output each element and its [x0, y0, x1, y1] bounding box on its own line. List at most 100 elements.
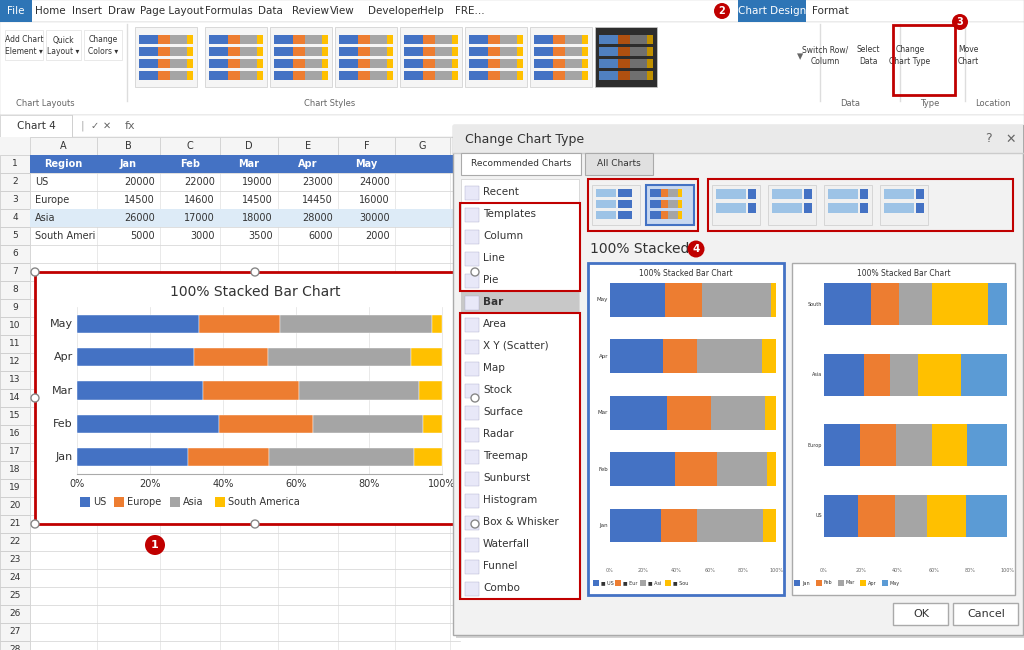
- Text: fx: fx: [125, 121, 135, 131]
- Bar: [675, 452, 718, 486]
- Bar: [517, 71, 523, 80]
- Circle shape: [31, 268, 39, 276]
- Bar: [0, 263, 30, 281]
- Bar: [669, 189, 679, 197]
- Bar: [0, 317, 30, 335]
- Bar: [660, 508, 697, 543]
- Text: 14500: 14500: [243, 195, 273, 205]
- Bar: [665, 580, 671, 586]
- Bar: [465, 208, 479, 222]
- Bar: [763, 508, 776, 543]
- Text: Mar: Mar: [52, 385, 73, 395]
- Text: Jan: Jan: [802, 580, 810, 586]
- Text: 80%: 80%: [965, 567, 976, 573]
- Text: May: May: [890, 580, 900, 586]
- Text: 1: 1: [152, 540, 159, 550]
- Text: 100%: 100%: [1000, 567, 1014, 573]
- Bar: [0, 479, 30, 497]
- Text: 3500: 3500: [249, 231, 273, 241]
- Bar: [77, 315, 199, 333]
- Bar: [932, 283, 988, 325]
- Bar: [0, 353, 30, 371]
- Text: South: South: [808, 302, 822, 307]
- Bar: [0, 22, 1024, 115]
- Text: 60%: 60%: [286, 479, 306, 489]
- Bar: [395, 137, 450, 155]
- Bar: [135, 27, 197, 87]
- Bar: [338, 137, 395, 155]
- Bar: [668, 396, 711, 430]
- Bar: [158, 47, 170, 56]
- Bar: [748, 203, 756, 213]
- Bar: [228, 59, 240, 68]
- Bar: [469, 47, 487, 56]
- Bar: [77, 415, 219, 433]
- Circle shape: [471, 268, 479, 276]
- Text: Add Chart: Add Chart: [5, 36, 43, 44]
- Bar: [35, 272, 475, 524]
- Bar: [968, 424, 1007, 466]
- Bar: [465, 450, 479, 464]
- Text: F: F: [364, 141, 370, 151]
- Text: 8: 8: [12, 285, 17, 294]
- Bar: [610, 452, 675, 486]
- Text: 28000: 28000: [302, 213, 333, 223]
- Text: |: |: [80, 121, 84, 131]
- Bar: [530, 27, 592, 87]
- Bar: [669, 200, 679, 208]
- Bar: [453, 125, 1023, 635]
- Bar: [618, 211, 632, 219]
- Bar: [257, 35, 263, 44]
- Bar: [712, 185, 760, 225]
- Text: 40%: 40%: [212, 479, 233, 489]
- Text: 24: 24: [9, 573, 20, 582]
- Bar: [188, 448, 269, 467]
- Text: Asia: Asia: [35, 213, 55, 223]
- Bar: [0, 497, 30, 515]
- Text: Map: Map: [483, 363, 505, 373]
- Text: Chart Design: Chart Design: [738, 6, 806, 16]
- Text: Apr: Apr: [868, 580, 877, 586]
- Bar: [387, 47, 393, 56]
- Bar: [824, 283, 871, 325]
- Bar: [469, 71, 487, 80]
- Bar: [662, 189, 669, 197]
- Text: All Charts: All Charts: [597, 159, 641, 168]
- Bar: [77, 348, 195, 367]
- Bar: [461, 291, 579, 313]
- Text: 26: 26: [9, 610, 20, 619]
- Bar: [534, 47, 553, 56]
- Bar: [618, 189, 632, 197]
- Text: 6000: 6000: [308, 231, 333, 241]
- Bar: [500, 71, 517, 80]
- Bar: [423, 71, 435, 80]
- Bar: [599, 59, 617, 68]
- Text: ■ Eur: ■ Eur: [623, 580, 638, 586]
- Bar: [0, 371, 30, 389]
- Text: 19: 19: [9, 484, 20, 493]
- Bar: [647, 59, 653, 68]
- Text: Europe: Europe: [35, 195, 70, 205]
- Bar: [534, 59, 553, 68]
- Bar: [404, 35, 423, 44]
- Bar: [771, 283, 776, 317]
- Circle shape: [471, 520, 479, 528]
- Text: 40%: 40%: [671, 567, 682, 573]
- Text: 0%: 0%: [606, 567, 613, 573]
- Text: Formulas: Formulas: [205, 6, 253, 16]
- Bar: [305, 35, 323, 44]
- Bar: [465, 252, 479, 266]
- Text: ■ US: ■ US: [601, 580, 613, 586]
- Bar: [0, 227, 30, 245]
- Circle shape: [952, 14, 968, 30]
- Text: South Ameri: South Ameri: [35, 231, 95, 241]
- Bar: [432, 315, 442, 333]
- Bar: [772, 203, 802, 213]
- Circle shape: [471, 394, 479, 402]
- Text: E: E: [305, 141, 311, 151]
- Bar: [618, 200, 632, 208]
- Bar: [452, 59, 458, 68]
- Text: 26000: 26000: [124, 213, 155, 223]
- Bar: [804, 203, 812, 213]
- Bar: [662, 211, 669, 219]
